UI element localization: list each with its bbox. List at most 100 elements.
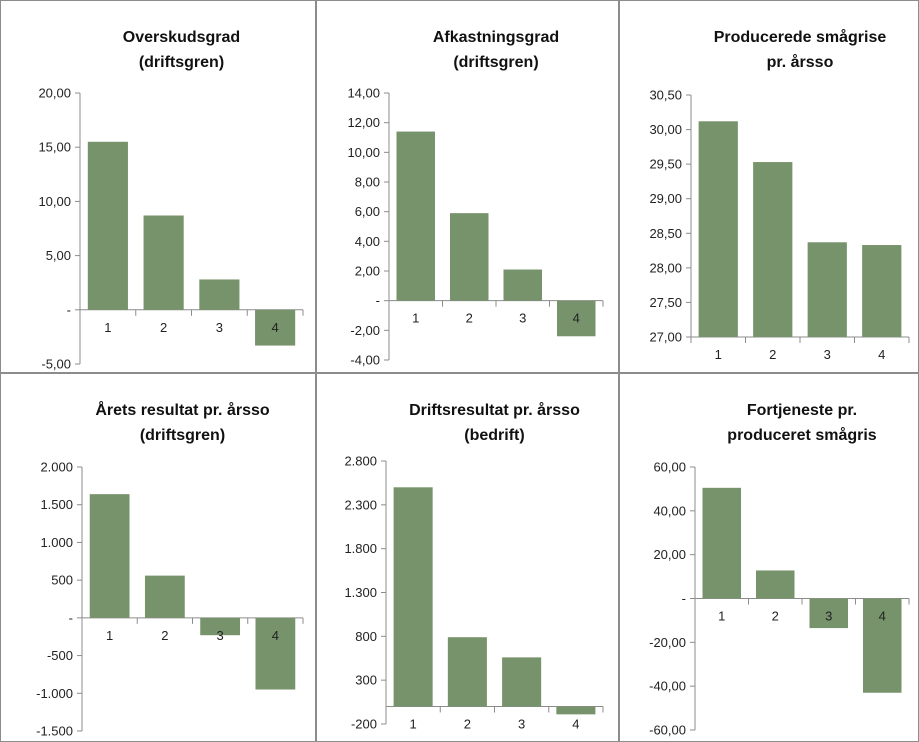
x-category-label: 1 [412, 311, 419, 326]
x-category-label: 4 [272, 628, 279, 643]
chart-title-line: (driftsgren) [139, 54, 224, 71]
chart-title-line: produceret smågris [727, 426, 876, 444]
y-tick-label: 300 [355, 673, 377, 688]
x-category-label: 2 [161, 628, 168, 643]
y-tick-label: 4,00 [355, 234, 380, 249]
x-category-label: 4 [879, 609, 886, 624]
x-category-label: 4 [878, 347, 885, 362]
bar-1 [87, 141, 128, 310]
y-tick-label: 1.000 [40, 535, 73, 550]
x-category-label: 3 [216, 320, 223, 335]
bar-2 [753, 162, 793, 337]
chart-panel-1: Overskudsgrad (driftsgren) 20,00 15,00 10,00… [0, 0, 316, 373]
x-category-label: 3 [518, 716, 525, 731]
y-tick-label: 800 [355, 629, 377, 644]
chart-title-line: (bedrift) [464, 427, 524, 444]
chart-panel-2: Afkastningsgrad (driftsgren) 14,00 12,00 10,… [316, 0, 619, 373]
y-tick-label: 2,00 [355, 264, 380, 279]
bar-3 [809, 598, 849, 629]
y-tick-label: -40,00 [649, 679, 686, 694]
y-tick-label: 29,50 [649, 157, 682, 172]
chart-title-line: (driftsgren) [453, 54, 538, 71]
bar-2 [144, 575, 185, 618]
chart-title-line: Fortjeneste pr. [747, 402, 857, 419]
y-tick-label: -60,00 [649, 723, 686, 738]
y-tick-label: 29,00 [649, 191, 682, 206]
y-tick-label: 30,50 [649, 88, 682, 103]
y-tick-label: -1.000 [36, 686, 73, 701]
x-category-label: 3 [519, 311, 526, 326]
chart-title-line: Årets resultat pr. årsso [95, 400, 270, 419]
y-tick-label: - [682, 591, 686, 606]
y-tick-label: 20,00 [38, 86, 71, 101]
chart-svg: Årets resultat pr. årsso (driftsgren) 2.00… [0, 373, 316, 742]
bar-1 [89, 494, 130, 618]
bar-4 [556, 706, 596, 715]
bar-4 [862, 245, 902, 337]
y-tick-label: 27,50 [649, 295, 682, 310]
y-tick-label: 2.000 [40, 460, 73, 475]
chart-title-line: Overskudsgrad [123, 29, 240, 46]
y-tick-label: 15,00 [38, 140, 71, 155]
x-category-label: 3 [824, 347, 831, 362]
y-tick-label: 8,00 [355, 175, 380, 190]
chart-panel-4: Årets resultat pr. årsso (driftsgren) 2.00… [0, 373, 316, 742]
chart-title-line: (driftsgren) [140, 427, 225, 444]
bar-1 [698, 121, 738, 337]
bar-3 [503, 269, 543, 301]
bar-1 [396, 131, 436, 301]
x-category-label: 1 [718, 609, 725, 624]
bar-3 [502, 657, 542, 707]
x-category-label: 2 [466, 311, 473, 326]
y-tick-label: 10,00 [38, 194, 71, 209]
panel-border [0, 0, 316, 373]
x-category-label: 4 [573, 311, 580, 326]
y-tick-label: -2,00 [350, 323, 380, 338]
x-category-label: 1 [106, 628, 113, 643]
x-category-label: 2 [769, 347, 776, 362]
x-category-label: 4 [272, 320, 279, 335]
bar-4 [255, 617, 296, 690]
y-tick-label: 500 [51, 573, 73, 588]
chart-panel-5: Driftsresultat pr. årsso (bedrift) 2.800 2.… [316, 373, 619, 742]
bar-1 [702, 487, 742, 599]
chart-svg: Driftsresultat pr. årsso (bedrift) 2.800 2.… [316, 373, 619, 742]
chart-panel-6: Fortjeneste pr. produceret smågris 60,00 40… [619, 373, 919, 742]
x-category-label: 1 [410, 716, 417, 731]
bar-2 [143, 215, 184, 310]
bar-2 [449, 213, 489, 301]
bar-3 [199, 279, 240, 310]
y-tick-label: 40,00 [653, 503, 686, 518]
y-tick-label: - [69, 610, 73, 625]
y-tick-label: 1.800 [344, 541, 377, 556]
y-tick-label: 14,00 [347, 86, 380, 101]
chart-svg: Afkastningsgrad(driftsgren)14,0012,0010,… [316, 0, 619, 373]
y-tick-label: 2.300 [344, 497, 377, 512]
bar-3 [200, 617, 241, 636]
chart-title-line: Producerede smågrise [714, 28, 887, 46]
chart-svg: Producerede smågrise pr. årsso 30,50 30,00 2… [619, 0, 919, 373]
x-category-label: 2 [160, 320, 167, 335]
y-tick-label: 28,00 [649, 260, 682, 275]
x-category-label: 2 [464, 716, 471, 731]
y-tick-label: 6,00 [355, 204, 380, 219]
y-tick-label: 60,00 [653, 460, 686, 475]
y-tick-label: 10,00 [347, 145, 380, 160]
x-category-label: 3 [825, 609, 832, 624]
bar-2 [447, 637, 487, 707]
y-tick-label: -500 [47, 648, 73, 663]
y-tick-label: - [376, 293, 380, 308]
bar-4 [862, 598, 902, 693]
x-category-label: 1 [715, 347, 722, 362]
bar-4 [255, 309, 296, 346]
y-tick-label: 5,00 [46, 248, 71, 263]
chart-svg: Overskudsgrad (driftsgren) 20,00 15,00 10,00… [0, 0, 316, 373]
y-tick-label: 20,00 [653, 547, 686, 562]
bar-2 [755, 570, 795, 599]
x-category-label: 3 [217, 628, 224, 643]
y-tick-label: 1.300 [344, 585, 377, 600]
y-tick-label: -4,00 [350, 353, 380, 368]
chart-svg: Fortjeneste pr. produceret smågris 60,00 40… [619, 373, 919, 742]
y-tick-label: 30,00 [649, 122, 682, 137]
